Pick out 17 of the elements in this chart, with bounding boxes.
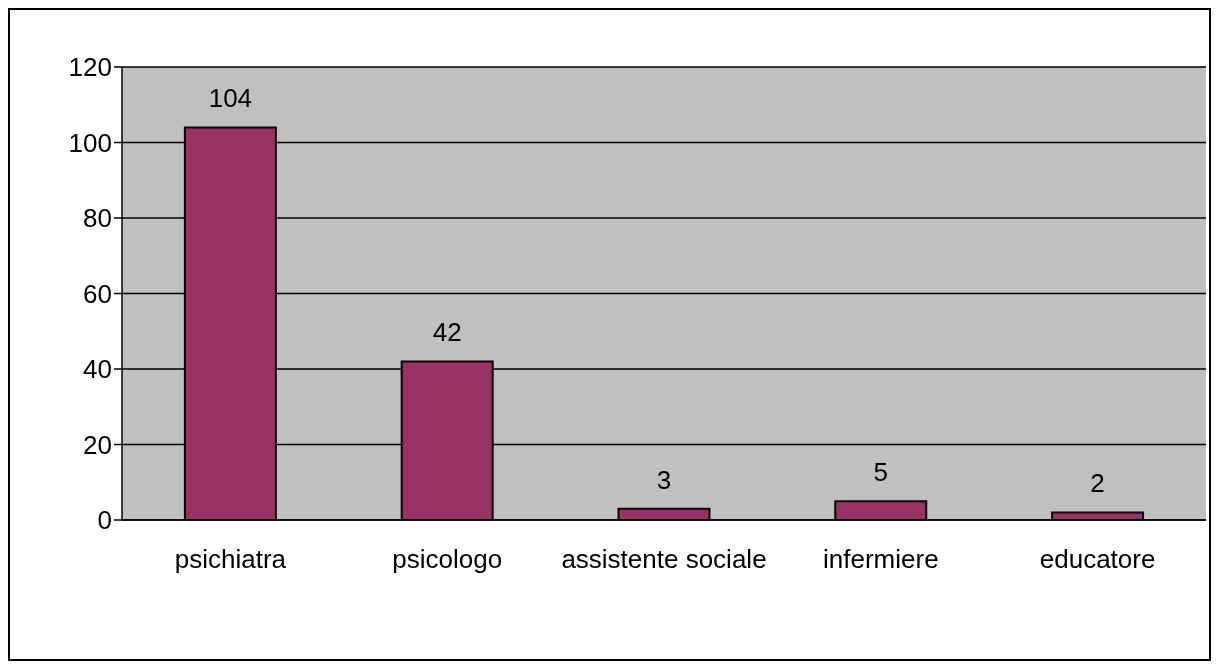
y-tick-label: 120 bbox=[68, 52, 112, 83]
data-label: 2 bbox=[1090, 468, 1105, 499]
x-tick-label: psicologo bbox=[392, 544, 503, 575]
y-tick-label: 0 bbox=[97, 505, 112, 536]
y-tick-label: 100 bbox=[68, 127, 112, 158]
data-label: 42 bbox=[432, 317, 462, 348]
y-tick-label: 40 bbox=[83, 354, 112, 385]
data-label: 3 bbox=[656, 464, 672, 495]
y-tick-label: 20 bbox=[83, 429, 112, 460]
data-label: 104 bbox=[208, 83, 253, 114]
x-tick-label: assistente sociale bbox=[561, 544, 767, 575]
data-label: 5 bbox=[873, 457, 889, 488]
y-tick-label: 80 bbox=[83, 203, 112, 234]
y-tick-label: 60 bbox=[83, 278, 112, 309]
x-tick-label: psichiatra bbox=[174, 544, 287, 575]
x-tick-label: educatore bbox=[1039, 544, 1156, 575]
x-tick-label: infermiere bbox=[823, 544, 939, 575]
